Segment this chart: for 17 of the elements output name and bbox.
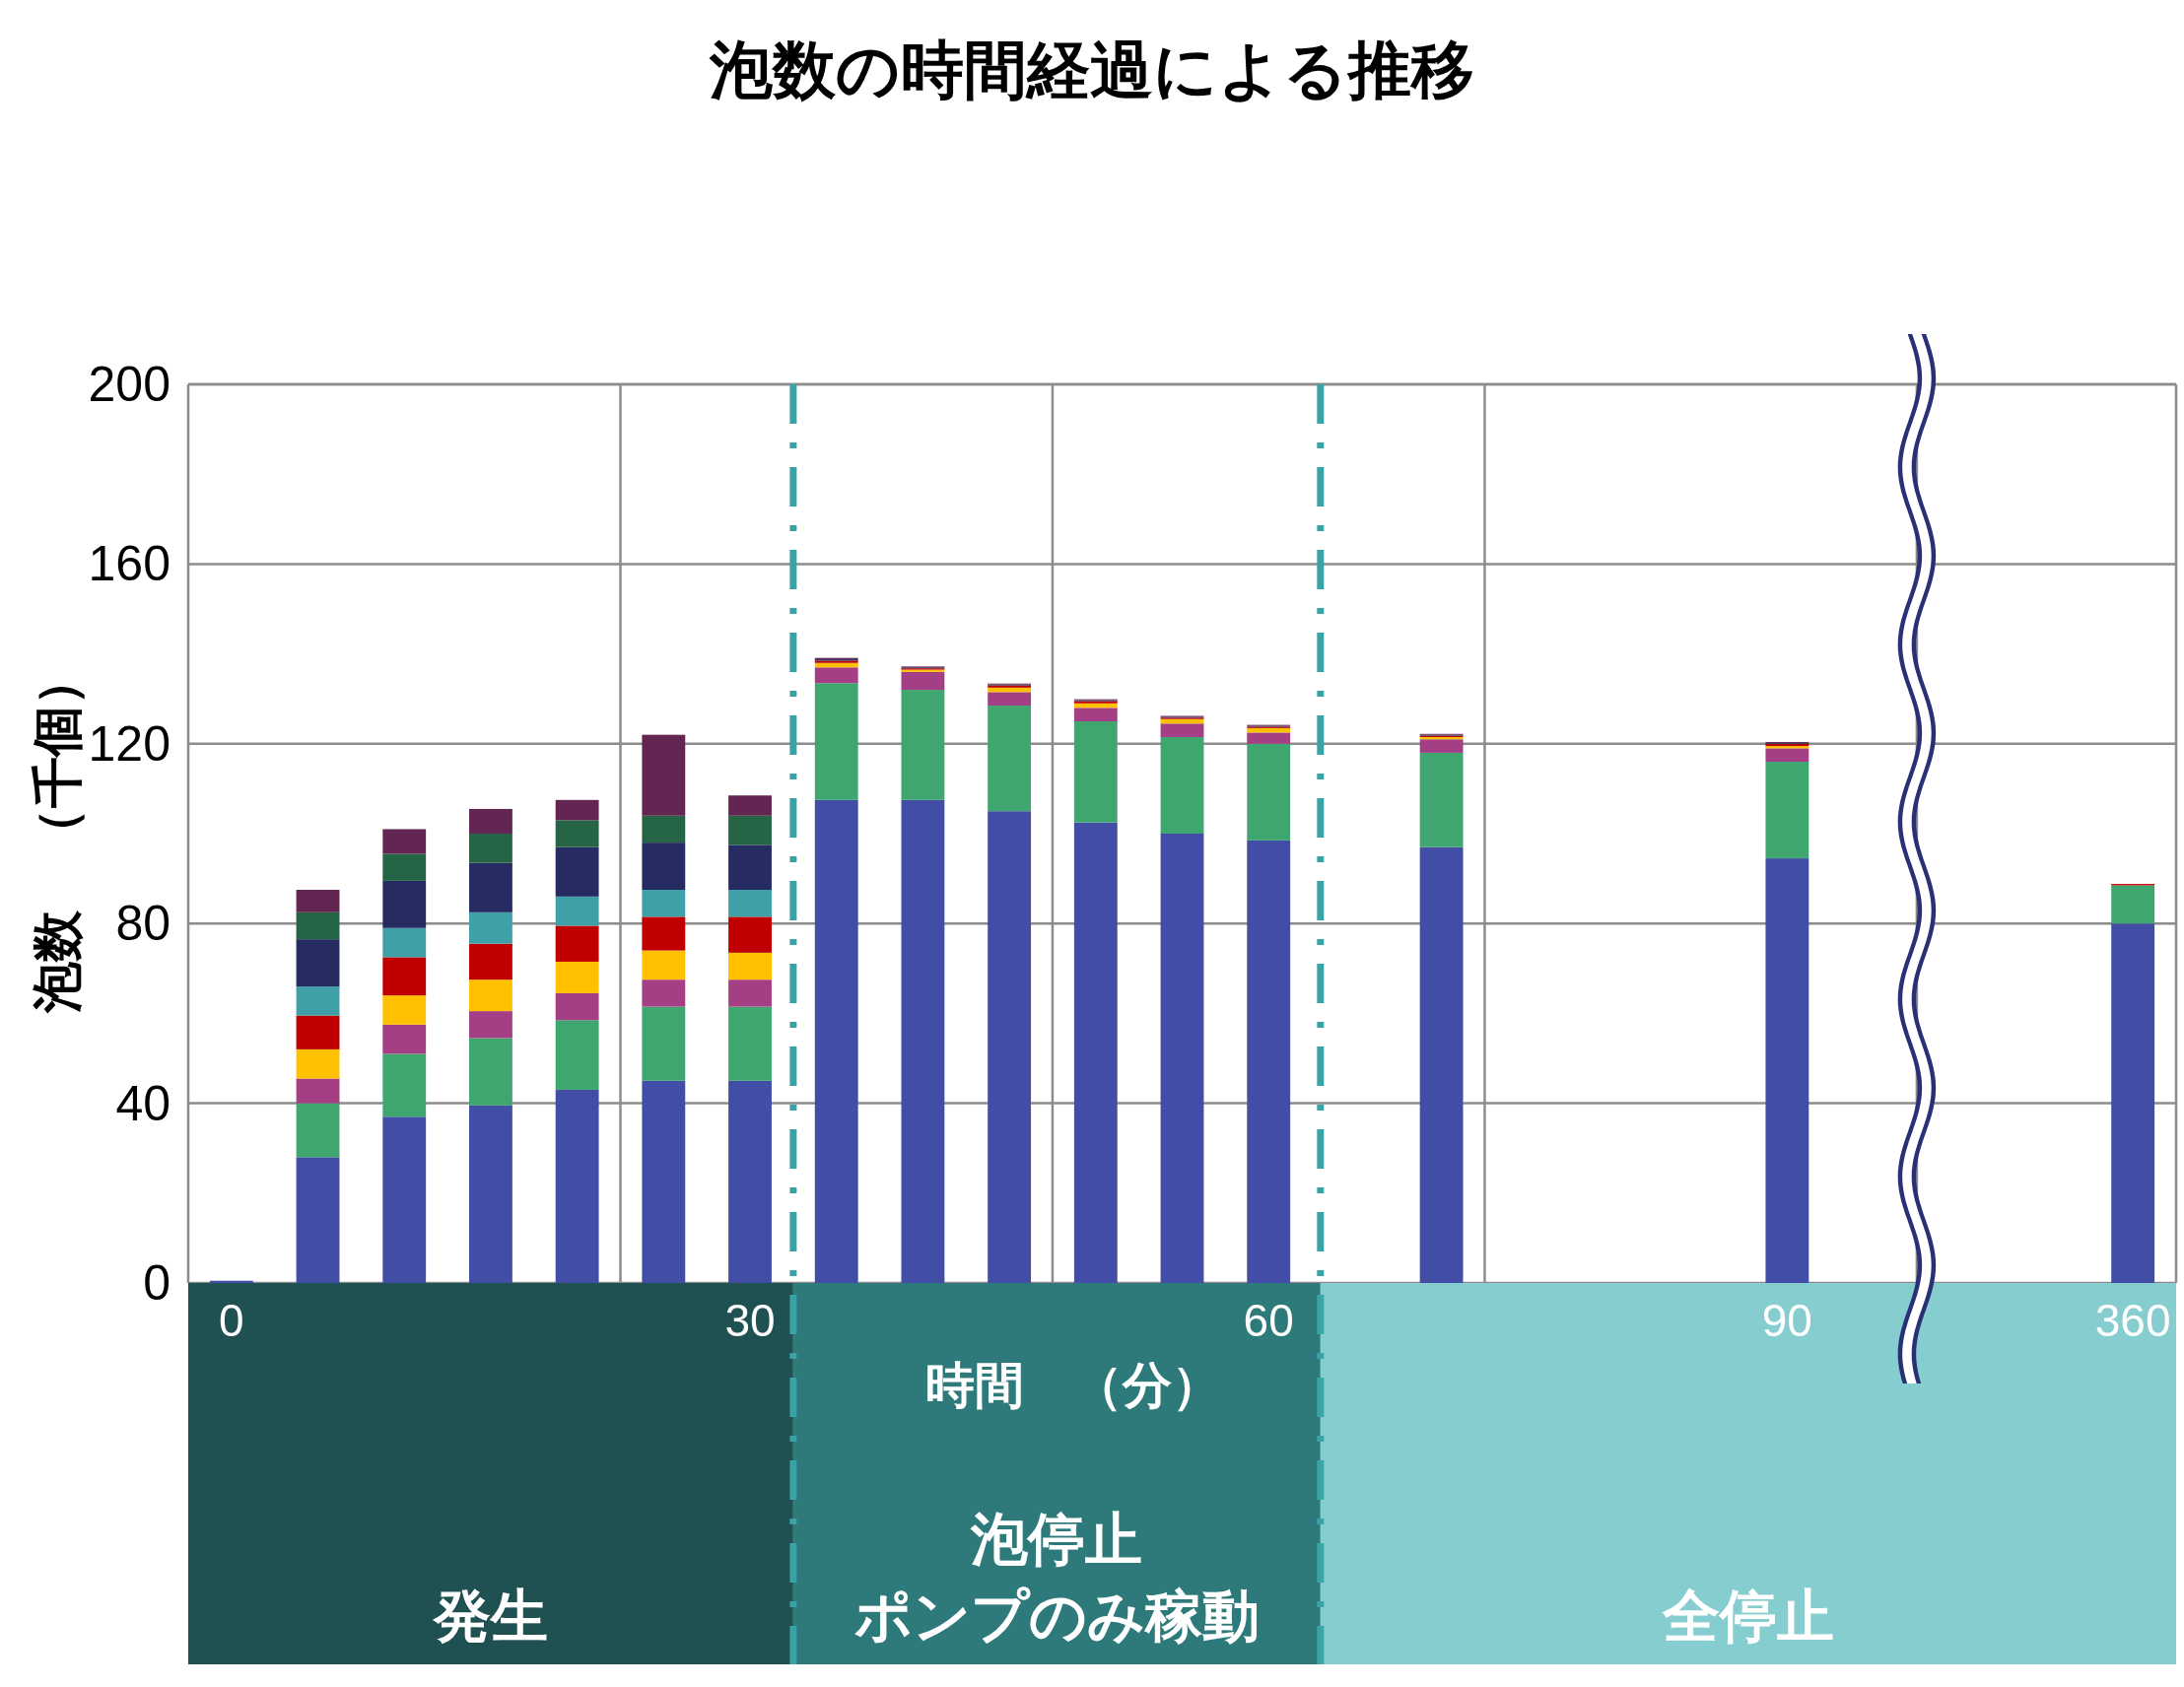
phase-label: 泡停止ポンプのみ稼動: [853, 1507, 1260, 1648]
phase-label: 発生: [433, 1584, 548, 1648]
x-tick-label: 90: [1761, 1295, 1812, 1346]
y-axis-title: 泡数 （千個）: [29, 654, 86, 1014]
x-tick-label: 60: [1243, 1295, 1294, 1346]
chart-title: 泡数の時間経過による推移: [709, 34, 1474, 105]
x-tick-label: 30: [724, 1295, 776, 1346]
y-tick-label: 160: [88, 536, 171, 592]
y-tick-label: 0: [143, 1255, 171, 1311]
y-tick-label: 40: [115, 1075, 171, 1131]
y-tick-label: 200: [88, 357, 171, 412]
phase-label: 全停止: [1662, 1584, 1834, 1648]
x-tick-label: 0: [219, 1295, 244, 1346]
y-tick-label: 120: [88, 715, 171, 772]
x-axis-title: 時間 （分）: [924, 1358, 1221, 1413]
y-tick-label: 80: [115, 896, 171, 952]
x-tick-label: 360: [2094, 1295, 2171, 1346]
